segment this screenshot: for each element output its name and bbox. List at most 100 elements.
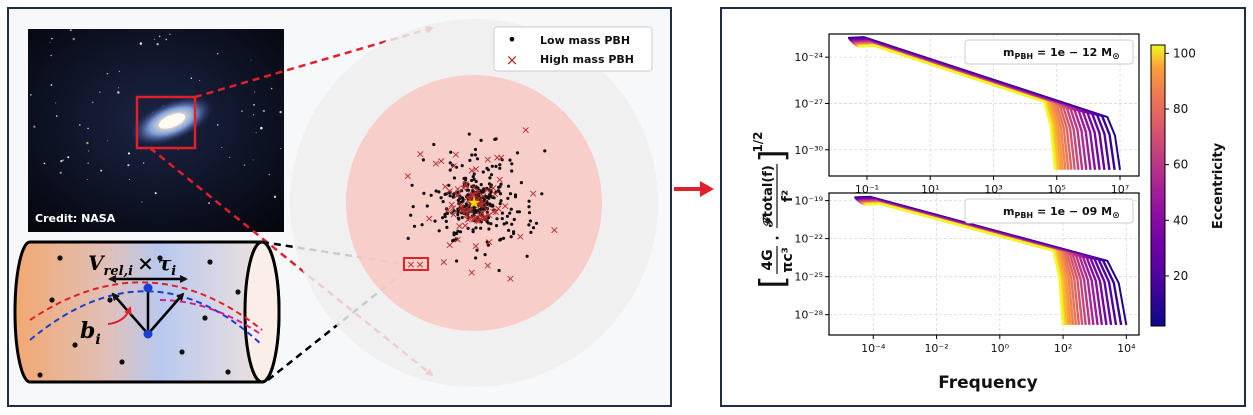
low-mass-pbh <box>452 231 456 235</box>
low-mass-pbh <box>500 217 504 221</box>
high-mass-pbh: × <box>425 212 434 225</box>
high-mass-pbh: × <box>449 160 458 173</box>
low-mass-pbh <box>527 223 531 227</box>
background-star <box>51 37 53 40</box>
cluster-legend: • Low mass PBH × High mass PBH <box>493 26 653 72</box>
high-mass-pbh: × <box>483 153 492 166</box>
high-mass-pbh: × <box>495 173 504 186</box>
low-mass-pbh <box>470 200 474 204</box>
low-mass-pbh <box>460 215 464 220</box>
high-mass-pbh: × <box>466 188 475 201</box>
low-mass-pbh <box>489 185 493 189</box>
high-mass-pbh: × <box>468 188 477 201</box>
background-star <box>86 178 88 181</box>
low-mass-pbh <box>466 188 471 192</box>
mass-legend: mPBH = 1e − 12 M⊙ <box>1003 46 1120 62</box>
low-mass-pbh <box>479 138 483 142</box>
low-mass-pbh <box>494 164 498 168</box>
low-mass-pbh <box>496 189 500 193</box>
high-mass-pbh: × <box>485 209 494 222</box>
low-mass-pbh <box>406 236 410 240</box>
low-mass-pbh <box>474 185 478 189</box>
low-mass-pbh <box>477 217 481 222</box>
high-mass-pbh: × <box>516 230 525 243</box>
low-mass-pbh <box>487 196 491 200</box>
high-mass-pbh: × <box>466 193 475 206</box>
low-mass-pbh <box>450 163 455 167</box>
background-star <box>165 38 168 41</box>
low-mass-pbh <box>485 210 489 214</box>
low-mass-pbh <box>480 190 484 194</box>
low-mass-pbh <box>456 190 460 194</box>
high-mass-pbh: × <box>477 198 486 211</box>
mass-legend-box <box>964 39 1134 65</box>
high-mass-pbh: × <box>485 235 494 248</box>
legend-high-marker: × <box>506 51 519 69</box>
low-mass-pbh <box>466 193 470 197</box>
low-mass-pbh <box>477 203 481 207</box>
high-mass-pbh: × <box>452 189 461 202</box>
low-mass-pbh <box>448 194 452 198</box>
high-mass-pbh: × <box>465 192 474 205</box>
eccentricity-curve <box>865 202 1065 325</box>
high-mass-pbh: × <box>461 219 470 232</box>
low-mass-pbh <box>534 221 539 225</box>
background-star <box>253 103 255 106</box>
low-mass-pbh <box>451 195 455 199</box>
low-mass-pbh <box>471 175 475 179</box>
low-mass-pbh <box>460 196 464 200</box>
high-mass-pbh: × <box>466 211 475 224</box>
low-mass-pbh <box>456 207 460 211</box>
background-star <box>107 140 109 142</box>
low-mass-pbh <box>492 208 496 212</box>
galaxy-photo: Credit: NASA <box>28 29 284 232</box>
high-mass-pbh: × <box>491 206 500 219</box>
y-tick-label: 10⁻²⁵ <box>794 271 823 284</box>
low-mass-pbh <box>483 253 487 257</box>
low-mass-pbh <box>461 199 465 203</box>
high-mass-pbh: × <box>406 258 415 271</box>
high-mass-pbh: × <box>441 180 450 193</box>
high-mass-pbh: × <box>447 198 456 211</box>
low-mass-pbh <box>543 149 547 153</box>
background-star <box>169 33 171 36</box>
background-star <box>72 37 76 41</box>
background-star <box>88 150 90 152</box>
background-star <box>99 91 101 93</box>
high-mass-pbh: × <box>521 124 530 137</box>
low-mass-pbh <box>487 227 491 231</box>
high-mass-pbh: × <box>466 204 475 217</box>
low-mass-pbh <box>499 199 503 203</box>
high-mass-pbh: × <box>472 186 481 199</box>
low-mass-pbh <box>429 193 433 197</box>
low-mass-pbh <box>441 216 445 220</box>
background-star <box>252 114 255 116</box>
low-mass-pbh <box>443 214 447 219</box>
low-mass-pbh <box>475 248 479 252</box>
high-mass-pbh: × <box>490 188 499 201</box>
y-tick-label: 10⁻³⁰ <box>794 144 823 157</box>
low-mass-pbh <box>409 213 413 217</box>
high-mass-pbh: × <box>460 203 469 216</box>
low-mass-pbh <box>445 211 450 215</box>
x-tick-label: 10⁻⁴ <box>861 342 886 355</box>
colorbar: 100 80 60 40 20 Eccentricity <box>1150 44 1226 327</box>
background-star <box>60 159 63 163</box>
high-mass-pbh: × <box>477 206 486 219</box>
low-mass-pbh <box>497 268 501 273</box>
low-mass-pbh <box>486 243 490 247</box>
low-mass-pbh <box>484 194 488 198</box>
high-mass-pbh: × <box>476 196 485 209</box>
low-mass-pbh <box>511 230 516 234</box>
low-mass-pbh <box>475 210 479 214</box>
low-mass-pbh <box>508 192 513 196</box>
low-mass-pbh <box>507 228 511 232</box>
low-mass-pbh <box>472 184 476 188</box>
impact-label: b <box>80 318 95 344</box>
background-star <box>141 201 143 203</box>
cluster-center-star: ★ <box>467 193 481 212</box>
x-tick-label: 10⁴ <box>1117 342 1136 355</box>
background-star <box>273 195 277 199</box>
photo-credit: Credit: NASA <box>35 212 116 225</box>
low-mass-pbh <box>488 176 492 180</box>
